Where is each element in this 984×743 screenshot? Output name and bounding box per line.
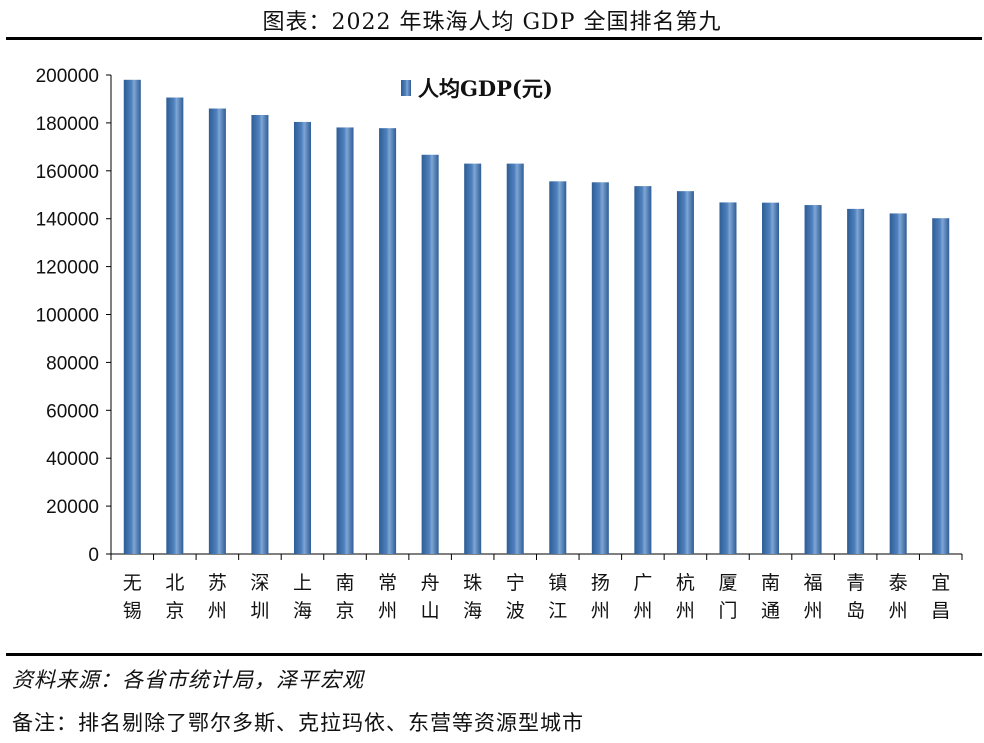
y-tick-label: 180000 bbox=[36, 114, 99, 135]
x-tick-label: 苏 bbox=[208, 572, 227, 594]
x-tick-label: 州 bbox=[804, 600, 823, 622]
x-tick-label: 州 bbox=[676, 600, 695, 622]
bar bbox=[166, 97, 184, 554]
bar bbox=[208, 108, 226, 554]
x-tick-label: 宜 bbox=[931, 572, 950, 594]
bar bbox=[379, 128, 397, 554]
x-tick-label: 门 bbox=[718, 600, 737, 622]
bar-chart: 0 20000 40000 60000 80000 100000 120000 140000 1… bbox=[36, 66, 963, 622]
bar bbox=[762, 202, 780, 554]
x-tick-label: 州 bbox=[378, 600, 397, 622]
x-tick-label: 锡 bbox=[123, 600, 142, 622]
x-tick-label: 江 bbox=[548, 600, 567, 622]
x-tick-label: 州 bbox=[591, 600, 610, 622]
bar bbox=[293, 121, 311, 554]
x-tick-label: 上 bbox=[293, 572, 312, 594]
bottom-rule bbox=[6, 653, 982, 656]
y-tick-label: 0 bbox=[88, 545, 99, 566]
y-tick-label: 40000 bbox=[46, 449, 99, 470]
x-tick-label: 南 bbox=[336, 572, 355, 594]
bar bbox=[932, 218, 950, 554]
x-tick-label: 杭 bbox=[676, 572, 695, 594]
x-tick-label: 广 bbox=[633, 572, 652, 594]
x-tick-label: 岛 bbox=[846, 600, 865, 622]
x-tick-label: 圳 bbox=[250, 600, 269, 622]
x-tick-label: 南 bbox=[761, 572, 780, 594]
y-tick-label: 60000 bbox=[46, 401, 99, 422]
y-tick-label: 200000 bbox=[36, 66, 99, 87]
x-tick-label: 山 bbox=[421, 600, 440, 622]
x-tick-label: 厦 bbox=[718, 572, 737, 594]
chart-title: 图表：2022 年珠海人均 GDP 全国排名第九 bbox=[262, 10, 722, 35]
x-tick-label: 宁 bbox=[506, 572, 525, 594]
x-tick-label: 京 bbox=[336, 600, 355, 622]
x-tick-label: 福 bbox=[804, 572, 823, 594]
legend-label: 人均GDP(元) bbox=[418, 76, 553, 101]
x-tick-label: 深 bbox=[250, 572, 269, 594]
x-tick-label: 珠 bbox=[463, 572, 482, 594]
x-tick-label: 青 bbox=[846, 572, 865, 594]
bar bbox=[549, 181, 567, 554]
x-tick-label: 常 bbox=[378, 572, 397, 594]
bar bbox=[719, 202, 737, 554]
source-note: 资料来源：各省市统计局，泽平宏观 bbox=[12, 668, 364, 692]
y-tick-label: 80000 bbox=[46, 353, 99, 374]
bar bbox=[421, 154, 439, 555]
x-tick-label: 海 bbox=[463, 600, 482, 622]
remark-note: 备注：排名剔除了鄂尔多斯、克拉玛依、东营等资源型城市 bbox=[12, 711, 584, 735]
bar bbox=[804, 205, 822, 554]
x-tick-label: 通 bbox=[761, 600, 780, 622]
x-tick-label: 舟 bbox=[421, 572, 440, 594]
x-tick-label: 州 bbox=[208, 600, 227, 622]
bar bbox=[676, 191, 694, 554]
bar bbox=[336, 127, 354, 554]
bar bbox=[634, 186, 652, 555]
bar bbox=[889, 213, 907, 554]
legend-swatch bbox=[401, 80, 411, 96]
x-tick-label: 北 bbox=[165, 572, 184, 594]
bar bbox=[847, 208, 865, 554]
bar bbox=[251, 114, 269, 555]
x-tick-label: 扬 bbox=[591, 572, 610, 594]
y-tick-label: 100000 bbox=[36, 306, 99, 327]
bar bbox=[591, 182, 609, 554]
x-tick-label: 京 bbox=[165, 600, 184, 622]
x-tick-label: 州 bbox=[889, 600, 908, 622]
top-rule bbox=[6, 37, 982, 40]
x-tick-label: 镇 bbox=[548, 572, 567, 594]
x-tick-label: 海 bbox=[293, 600, 312, 622]
y-tick-label: 20000 bbox=[46, 497, 99, 518]
x-tick-label: 昌 bbox=[931, 600, 950, 622]
bar bbox=[506, 163, 524, 555]
x-tick-label: 泰 bbox=[889, 572, 908, 594]
bar bbox=[123, 79, 141, 554]
y-tick-label: 120000 bbox=[36, 258, 99, 279]
x-tick-label: 无 bbox=[123, 572, 142, 594]
x-tick-label: 州 bbox=[633, 600, 652, 622]
y-tick-label: 160000 bbox=[36, 162, 99, 183]
bar bbox=[464, 163, 482, 555]
y-tick-label: 140000 bbox=[36, 210, 99, 231]
x-tick-label: 波 bbox=[506, 600, 525, 622]
